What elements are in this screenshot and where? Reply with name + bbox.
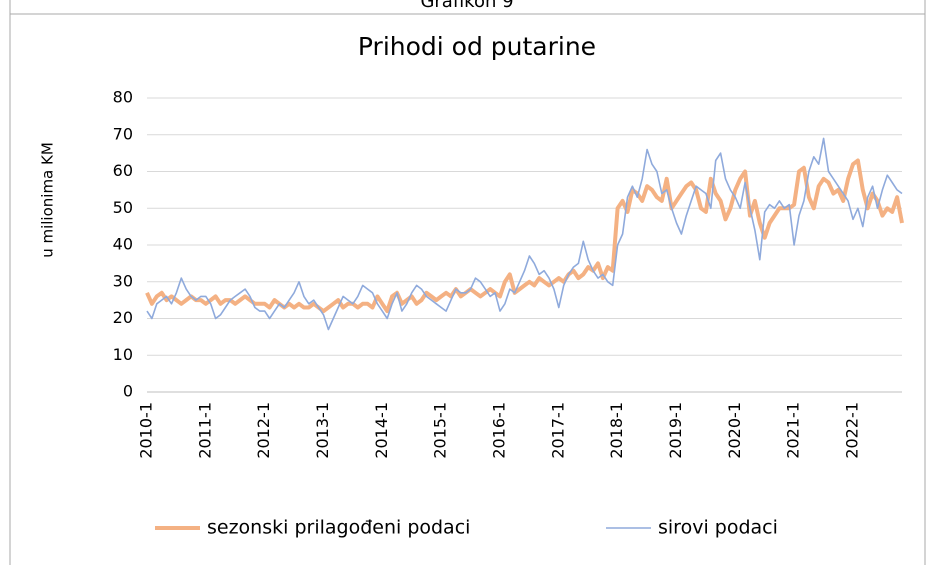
y-tick-label: 60	[113, 161, 133, 180]
y-tick-label: 0	[123, 382, 133, 401]
x-tick-label: 2011-1	[195, 402, 214, 459]
x-tick-label: 2014-1	[372, 402, 391, 459]
x-tick-label: 2016-1	[489, 402, 508, 459]
x-tick-label: 2021-1	[784, 402, 803, 459]
caption: Grafikon 9	[420, 0, 513, 12]
x-tick-label: 2012-1	[254, 402, 273, 459]
y-tick-label: 70	[113, 124, 133, 143]
chart-title: Prihodi od putarine	[358, 32, 596, 61]
x-tick-label: 2015-1	[431, 402, 450, 459]
y-tick-label: 10	[113, 345, 133, 364]
x-tick-label: 2010-1	[137, 402, 156, 459]
line-series	[145, 158, 904, 314]
x-tick-label: 2018-1	[607, 402, 626, 459]
y-tick-label: 80	[113, 88, 133, 107]
legend-label: sirovi podaci	[658, 517, 778, 539]
y-tick-label: 20	[113, 308, 133, 327]
line-series	[146, 137, 903, 331]
x-tick-label: 2022-1	[842, 402, 861, 459]
x-tick-label: 2020-1	[725, 402, 744, 459]
x-tick-label: 2017-1	[548, 402, 567, 459]
y-tick-label: 30	[113, 271, 133, 290]
legend-label: sezonski prilagođeni podaci	[207, 517, 470, 539]
x-tick-label: 2013-1	[313, 402, 332, 459]
y-tick-label: 50	[113, 198, 133, 217]
y-axis-label: u milionima KM	[39, 142, 57, 258]
y-tick-label: 40	[113, 235, 133, 254]
x-tick-label: 2019-1	[666, 402, 685, 459]
